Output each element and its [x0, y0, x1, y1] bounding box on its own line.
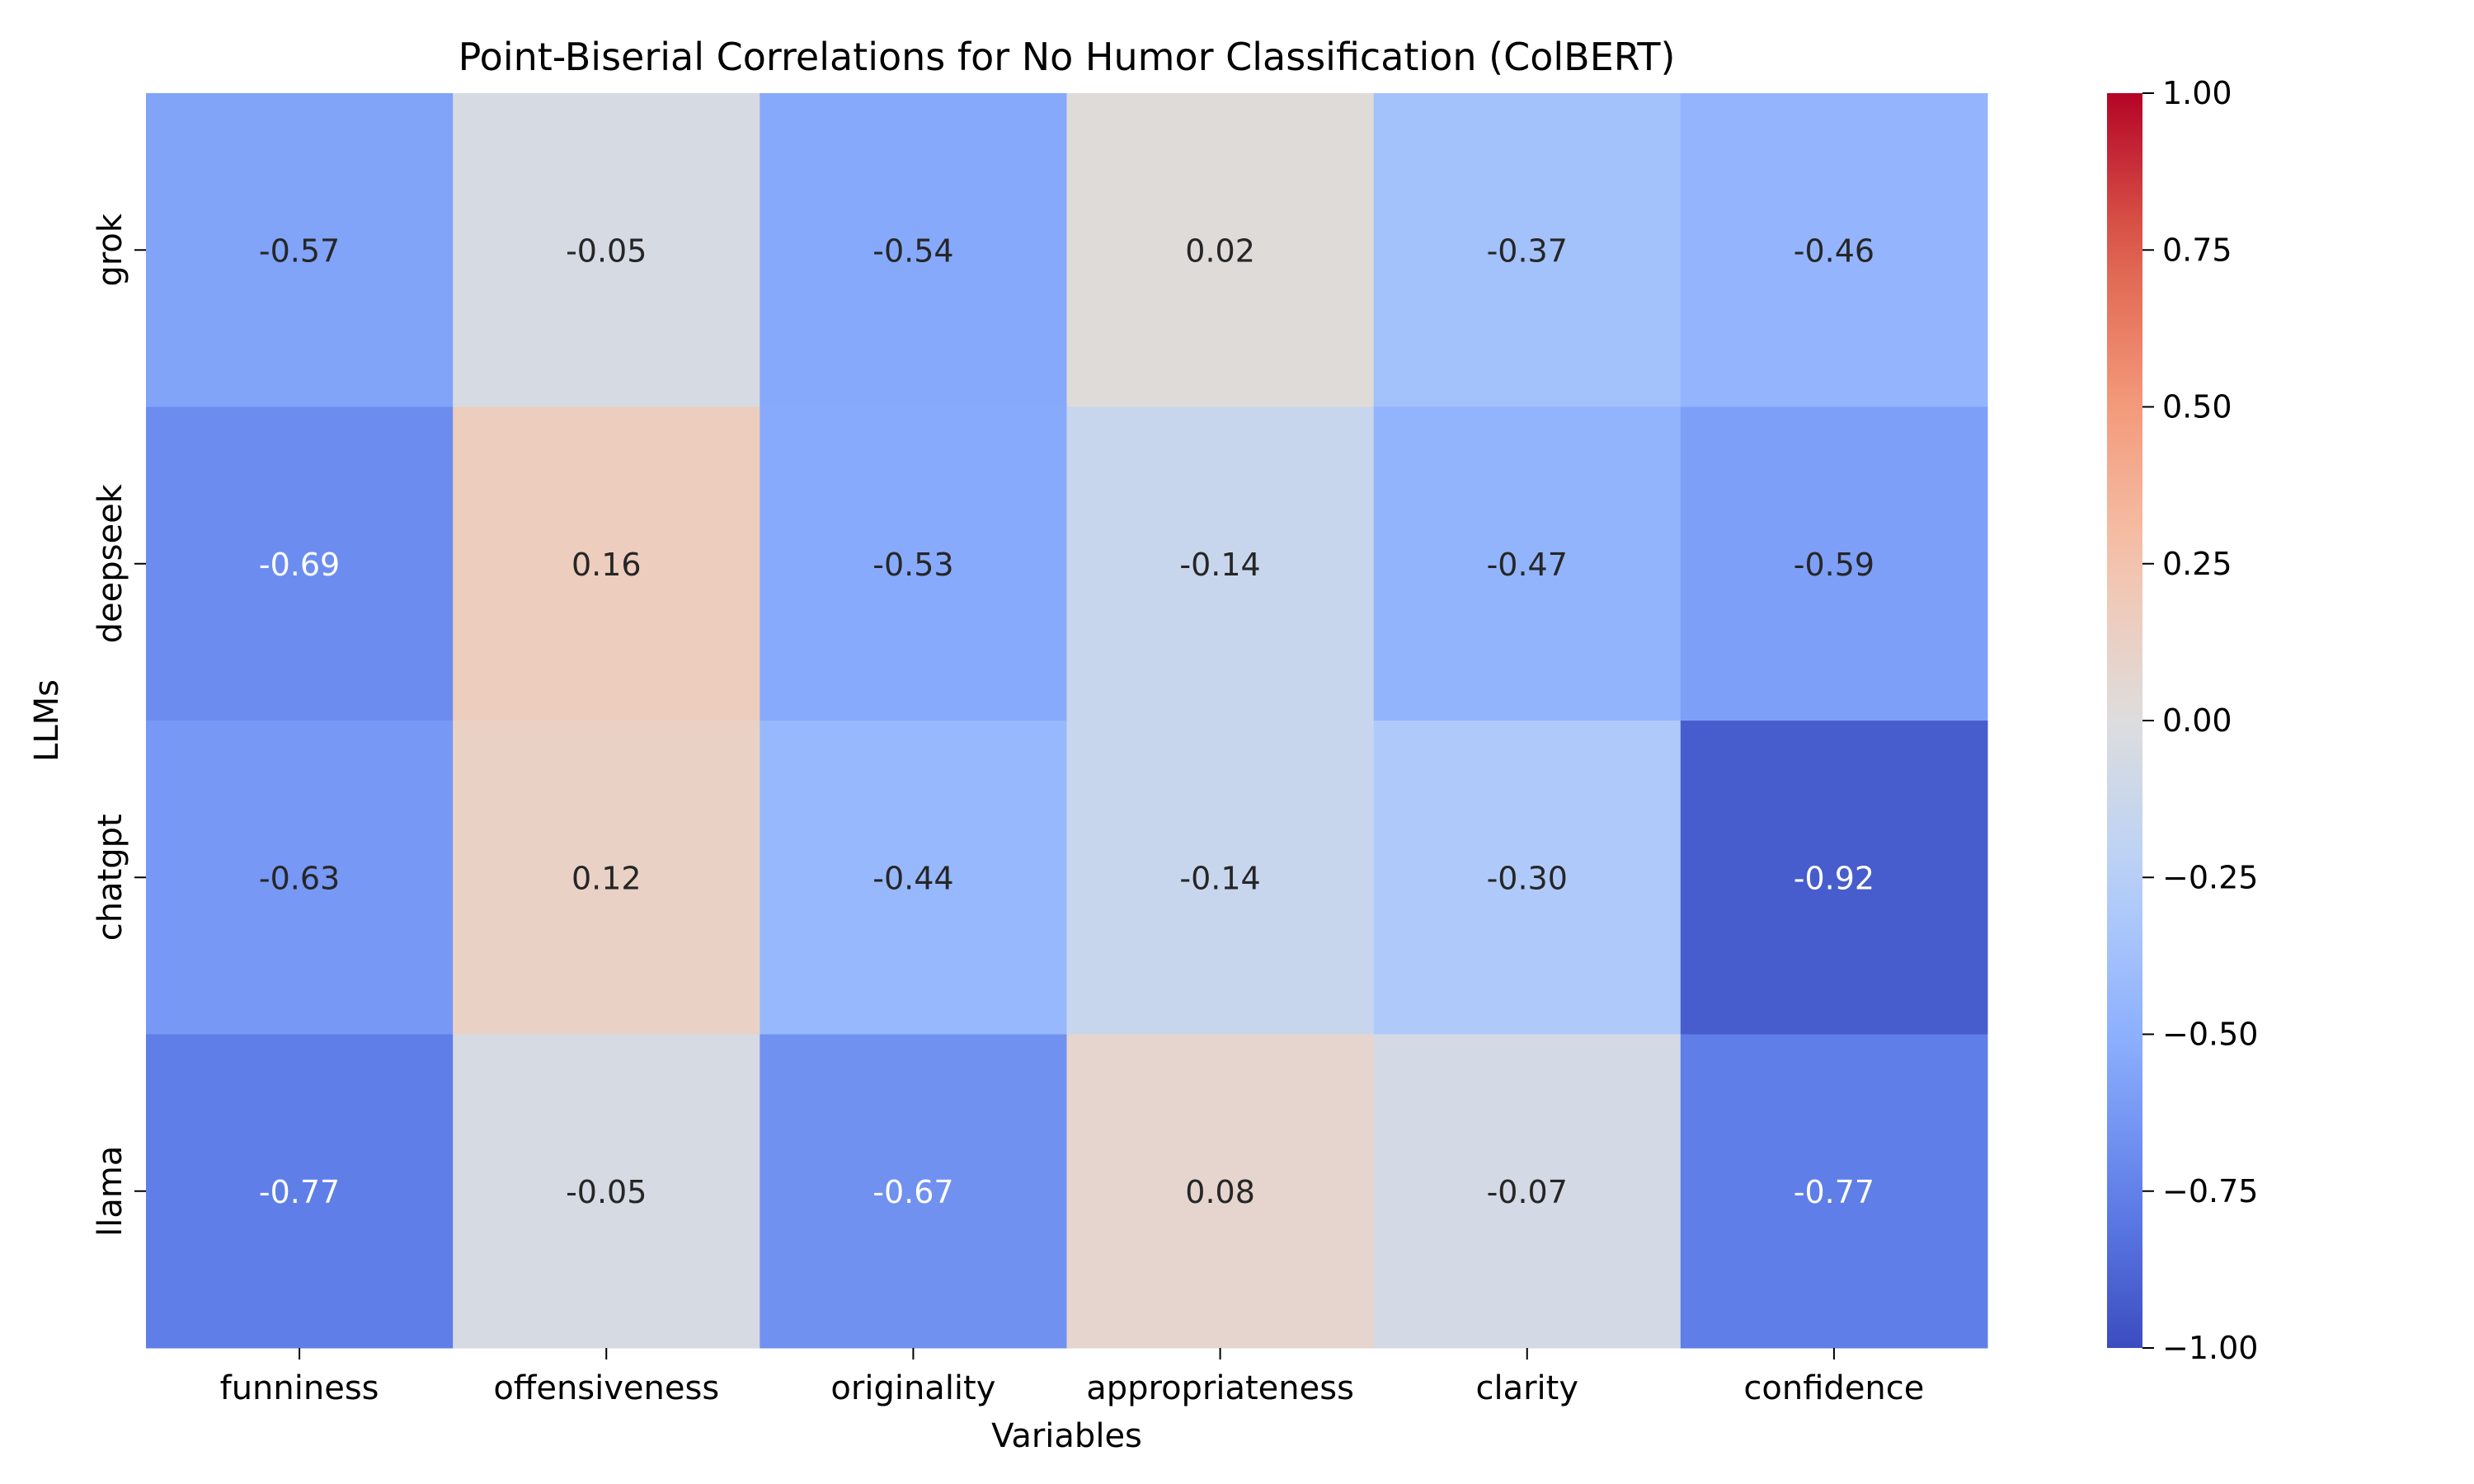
heatmap-cell: [453, 721, 760, 1035]
heatmap-cell: [146, 1034, 454, 1349]
cell-value-label: -0.77: [1794, 1174, 1874, 1210]
heatmap-cell: [1066, 406, 1375, 721]
colorbar-tick-label: −1.00: [2162, 1330, 2258, 1366]
heatmap-cells: -0.57 -0.05 -0.54 0.02 -0.37 -0.46 -0.69 0.16 -0…: [146, 93, 1988, 1349]
cell-value-label: -0.46: [1794, 232, 1874, 269]
x-tick-label: offensiveness: [493, 1369, 719, 1407]
y-tick-label: grok: [92, 213, 129, 286]
heatmap-cell: [1680, 93, 1988, 407]
x-tick-label: funniness: [220, 1369, 379, 1407]
cell-value-label: -0.37: [1487, 232, 1568, 269]
cell-value-label: -0.57: [259, 232, 340, 269]
y-tick-label: deepseek: [92, 483, 129, 643]
colorbar-tick-label: 1.00: [2162, 75, 2232, 111]
colorbar-tick-label: −0.25: [2162, 859, 2258, 895]
cell-value-label: -0.77: [259, 1174, 340, 1210]
cell-value-label: -0.14: [1179, 860, 1260, 896]
heatmap-cell: [1066, 1034, 1375, 1349]
cell-value-label: -0.44: [872, 860, 953, 896]
cell-value-label: -0.92: [1794, 860, 1874, 896]
cell-value-label: -0.14: [1179, 547, 1260, 583]
cell-value-label: -0.05: [566, 232, 647, 269]
colorbar: [2107, 93, 2142, 1348]
heatmap-cell: [453, 1034, 760, 1349]
heatmap-cell: [146, 721, 454, 1035]
heatmap-cell: [1680, 1034, 1988, 1349]
heatmap-cell: [453, 406, 760, 721]
colorbar-tick-label: 0.00: [2162, 702, 2232, 739]
heatmap-cell: [1373, 93, 1681, 407]
x-tick-label: originality: [830, 1369, 995, 1407]
colorbar-tick-label: −0.75: [2162, 1173, 2258, 1209]
heatmap-cell: [760, 721, 1067, 1035]
y-tick-label: chatgpt: [92, 814, 129, 941]
cell-value-label: 0.08: [1185, 1174, 1255, 1210]
heatmap-cell: [760, 406, 1067, 721]
colorbar-ticks: 1.00 0.75 0.50 0.25 0.00 −0.25 −0.50 −0.75 −1.00: [2142, 75, 2258, 1366]
y-tick-label: llama: [92, 1146, 129, 1237]
heatmap-cell: [760, 93, 1067, 407]
cell-value-label: -0.69: [259, 547, 340, 583]
heatmap-cell: [453, 93, 760, 407]
colorbar-tick-label: 0.25: [2162, 546, 2232, 582]
y-axis: grok deepseek chatgpt llama: [92, 213, 146, 1237]
cell-value-label: 0.12: [571, 860, 642, 896]
colorbar-tick-label: 0.75: [2162, 232, 2232, 268]
cell-value-label: -0.47: [1487, 547, 1568, 583]
chart-title: Point-Biserial Correlations for No Humor…: [459, 35, 1676, 79]
cell-value-label: -0.63: [259, 860, 340, 896]
x-tick-label: confidence: [1743, 1369, 1924, 1407]
cell-value-label: -0.67: [872, 1174, 953, 1210]
x-tick-label: clarity: [1475, 1369, 1578, 1407]
heatmap-cell: [1680, 406, 1988, 721]
heatmap-cell: [146, 93, 454, 407]
cell-value-label: -0.59: [1794, 547, 1874, 583]
cell-value-label: -0.53: [872, 547, 953, 583]
heatmap-cell: [1373, 406, 1681, 721]
cell-value-label: 0.16: [571, 547, 642, 583]
x-axis: funniness offensiveness originality appropr…: [220, 1348, 1924, 1407]
cell-value-label: -0.07: [1487, 1174, 1568, 1210]
heatmap-cell: [146, 406, 454, 721]
x-axis-label: Variables: [991, 1417, 1142, 1455]
cell-value-label: 0.02: [1185, 232, 1255, 269]
cell-value-label: -0.54: [872, 232, 953, 269]
colorbar-tick-label: 0.50: [2162, 389, 2232, 425]
y-axis-label: LLMs: [28, 679, 66, 762]
cell-value-label: -0.05: [566, 1174, 647, 1210]
heatmap-cell: [1066, 93, 1375, 407]
heatmap-cell: [760, 1034, 1067, 1349]
heatmap-cell: [1373, 721, 1681, 1035]
colorbar-tick-label: −0.50: [2162, 1017, 2258, 1053]
cell-value-label: -0.30: [1487, 860, 1568, 896]
x-tick-label: appropriateness: [1086, 1369, 1354, 1407]
heatmap-cell: [1066, 721, 1375, 1035]
heatmap-cell: [1373, 1034, 1681, 1349]
heatmap-cell: [1680, 721, 1988, 1035]
